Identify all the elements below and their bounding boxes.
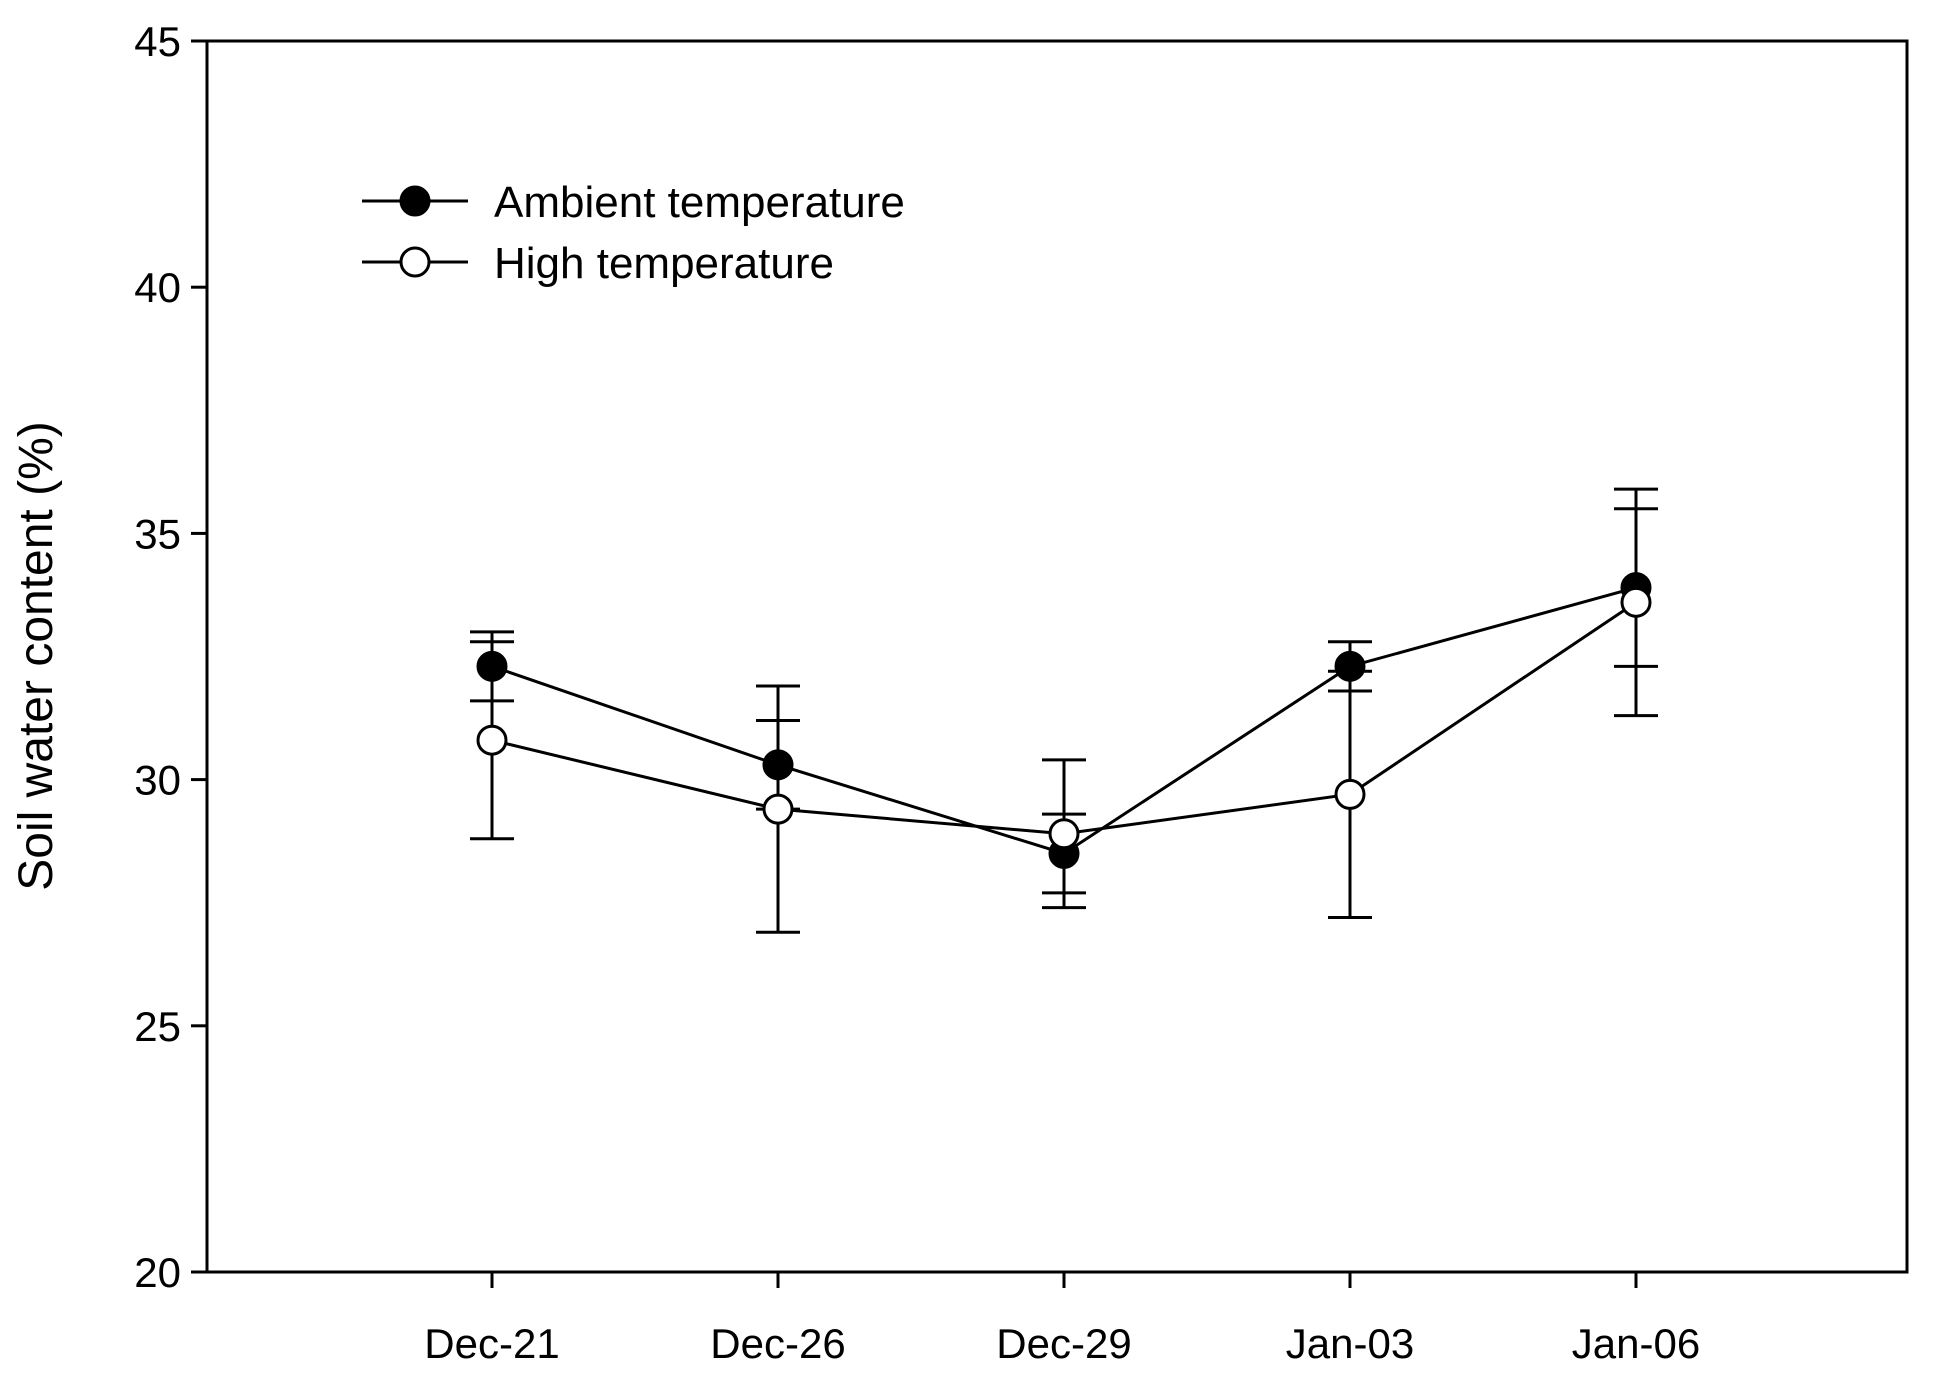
legend-marker-high [399, 246, 431, 278]
y-tick-label: 45 [134, 18, 181, 65]
y-tick-label: 30 [134, 757, 181, 804]
y-axis-title: Soil water content (%) [10, 421, 63, 891]
y-tick-label: 40 [134, 264, 181, 311]
x-axis: Dec-21 Dec-26 Dec-29 Jan-03 Jan-06 [424, 1272, 1700, 1367]
x-tick-label: Jan-06 [1572, 1320, 1700, 1367]
y-tick-label: 20 [134, 1249, 181, 1296]
data-point [1620, 586, 1652, 618]
x-tick-label: Dec-21 [424, 1320, 559, 1367]
data-point [476, 724, 508, 756]
y-axis: 20 25 30 35 40 45 [134, 18, 207, 1296]
x-tick-label: Dec-29 [996, 1320, 1131, 1367]
plot-frame [205, 39, 1909, 1274]
x-tick-label: Jan-03 [1286, 1320, 1414, 1367]
y-tick-label: 25 [134, 1003, 181, 1050]
data-point [1334, 778, 1366, 810]
data-point [1048, 818, 1080, 850]
data-point [762, 793, 794, 825]
legend-marker-ambient [399, 185, 431, 217]
x-tick-label: Dec-26 [710, 1320, 845, 1367]
legend-label-high: High temperature [494, 239, 834, 288]
legend: Ambient temperature High temperature [362, 178, 905, 288]
legend-label-ambient: Ambient temperature [494, 178, 905, 227]
y-tick-label: 35 [134, 510, 181, 557]
series-layer [470, 487, 1658, 934]
series-high [470, 487, 1658, 934]
